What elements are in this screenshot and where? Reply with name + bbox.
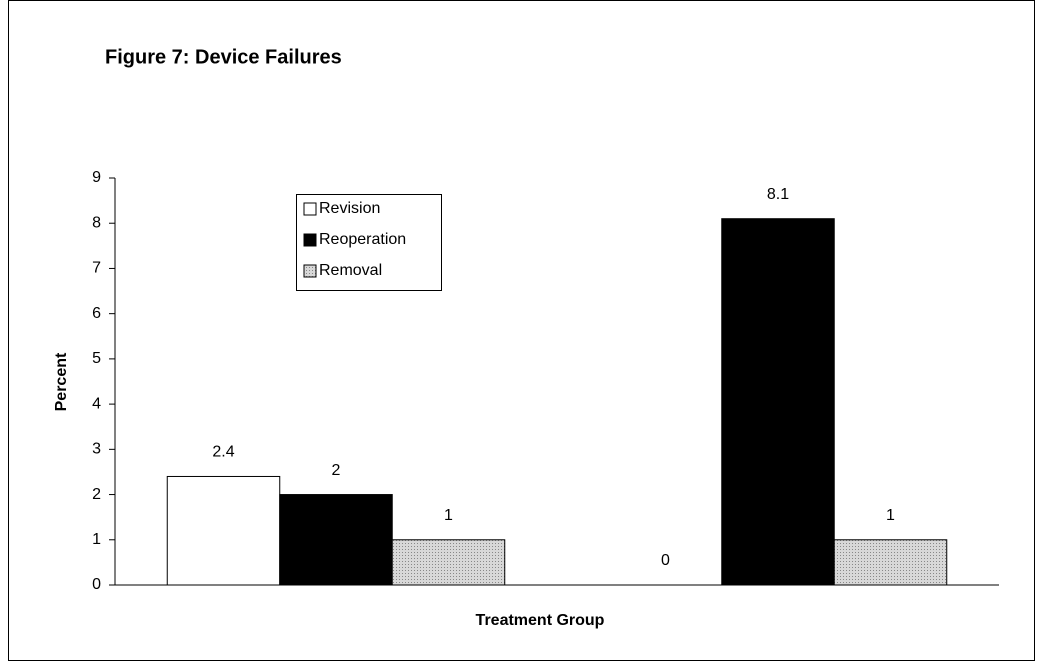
legend-swatch xyxy=(303,233,317,247)
bar xyxy=(166,475,281,586)
y-tick-label: 9 xyxy=(92,169,101,186)
y-tick-label: 4 xyxy=(92,395,101,412)
y-axis-label: Percent xyxy=(53,352,70,411)
legend-swatch xyxy=(303,264,317,278)
data-label: 8.1 xyxy=(767,186,789,203)
y-tick-label: 8 xyxy=(92,214,101,231)
chart-title: Figure 7: Device Failures xyxy=(105,46,342,68)
legend-label: Removal xyxy=(319,262,382,279)
y-tick-label: 2 xyxy=(92,486,101,503)
y-tick-label: 6 xyxy=(92,305,101,322)
bar xyxy=(833,539,948,586)
data-label: 2.4 xyxy=(212,444,234,461)
x-axis-label: Treatment Group xyxy=(476,612,605,629)
y-tick-label: 3 xyxy=(92,441,101,458)
data-label: 1 xyxy=(444,507,453,524)
data-label: 0 xyxy=(661,552,670,569)
y-tick-label: 1 xyxy=(92,531,101,548)
bar xyxy=(391,539,506,586)
legend-label: Revision xyxy=(319,200,380,217)
legend-swatch xyxy=(303,202,317,216)
data-label: 2 xyxy=(332,462,341,479)
y-tick-label: 7 xyxy=(92,260,101,277)
bar xyxy=(721,218,835,586)
y-tick-label: 5 xyxy=(92,350,101,367)
bar xyxy=(279,494,393,586)
legend-box xyxy=(296,194,442,291)
data-label: 1 xyxy=(886,507,895,524)
legend-label: Reoperation xyxy=(319,231,406,248)
y-tick-label: 0 xyxy=(92,576,101,593)
